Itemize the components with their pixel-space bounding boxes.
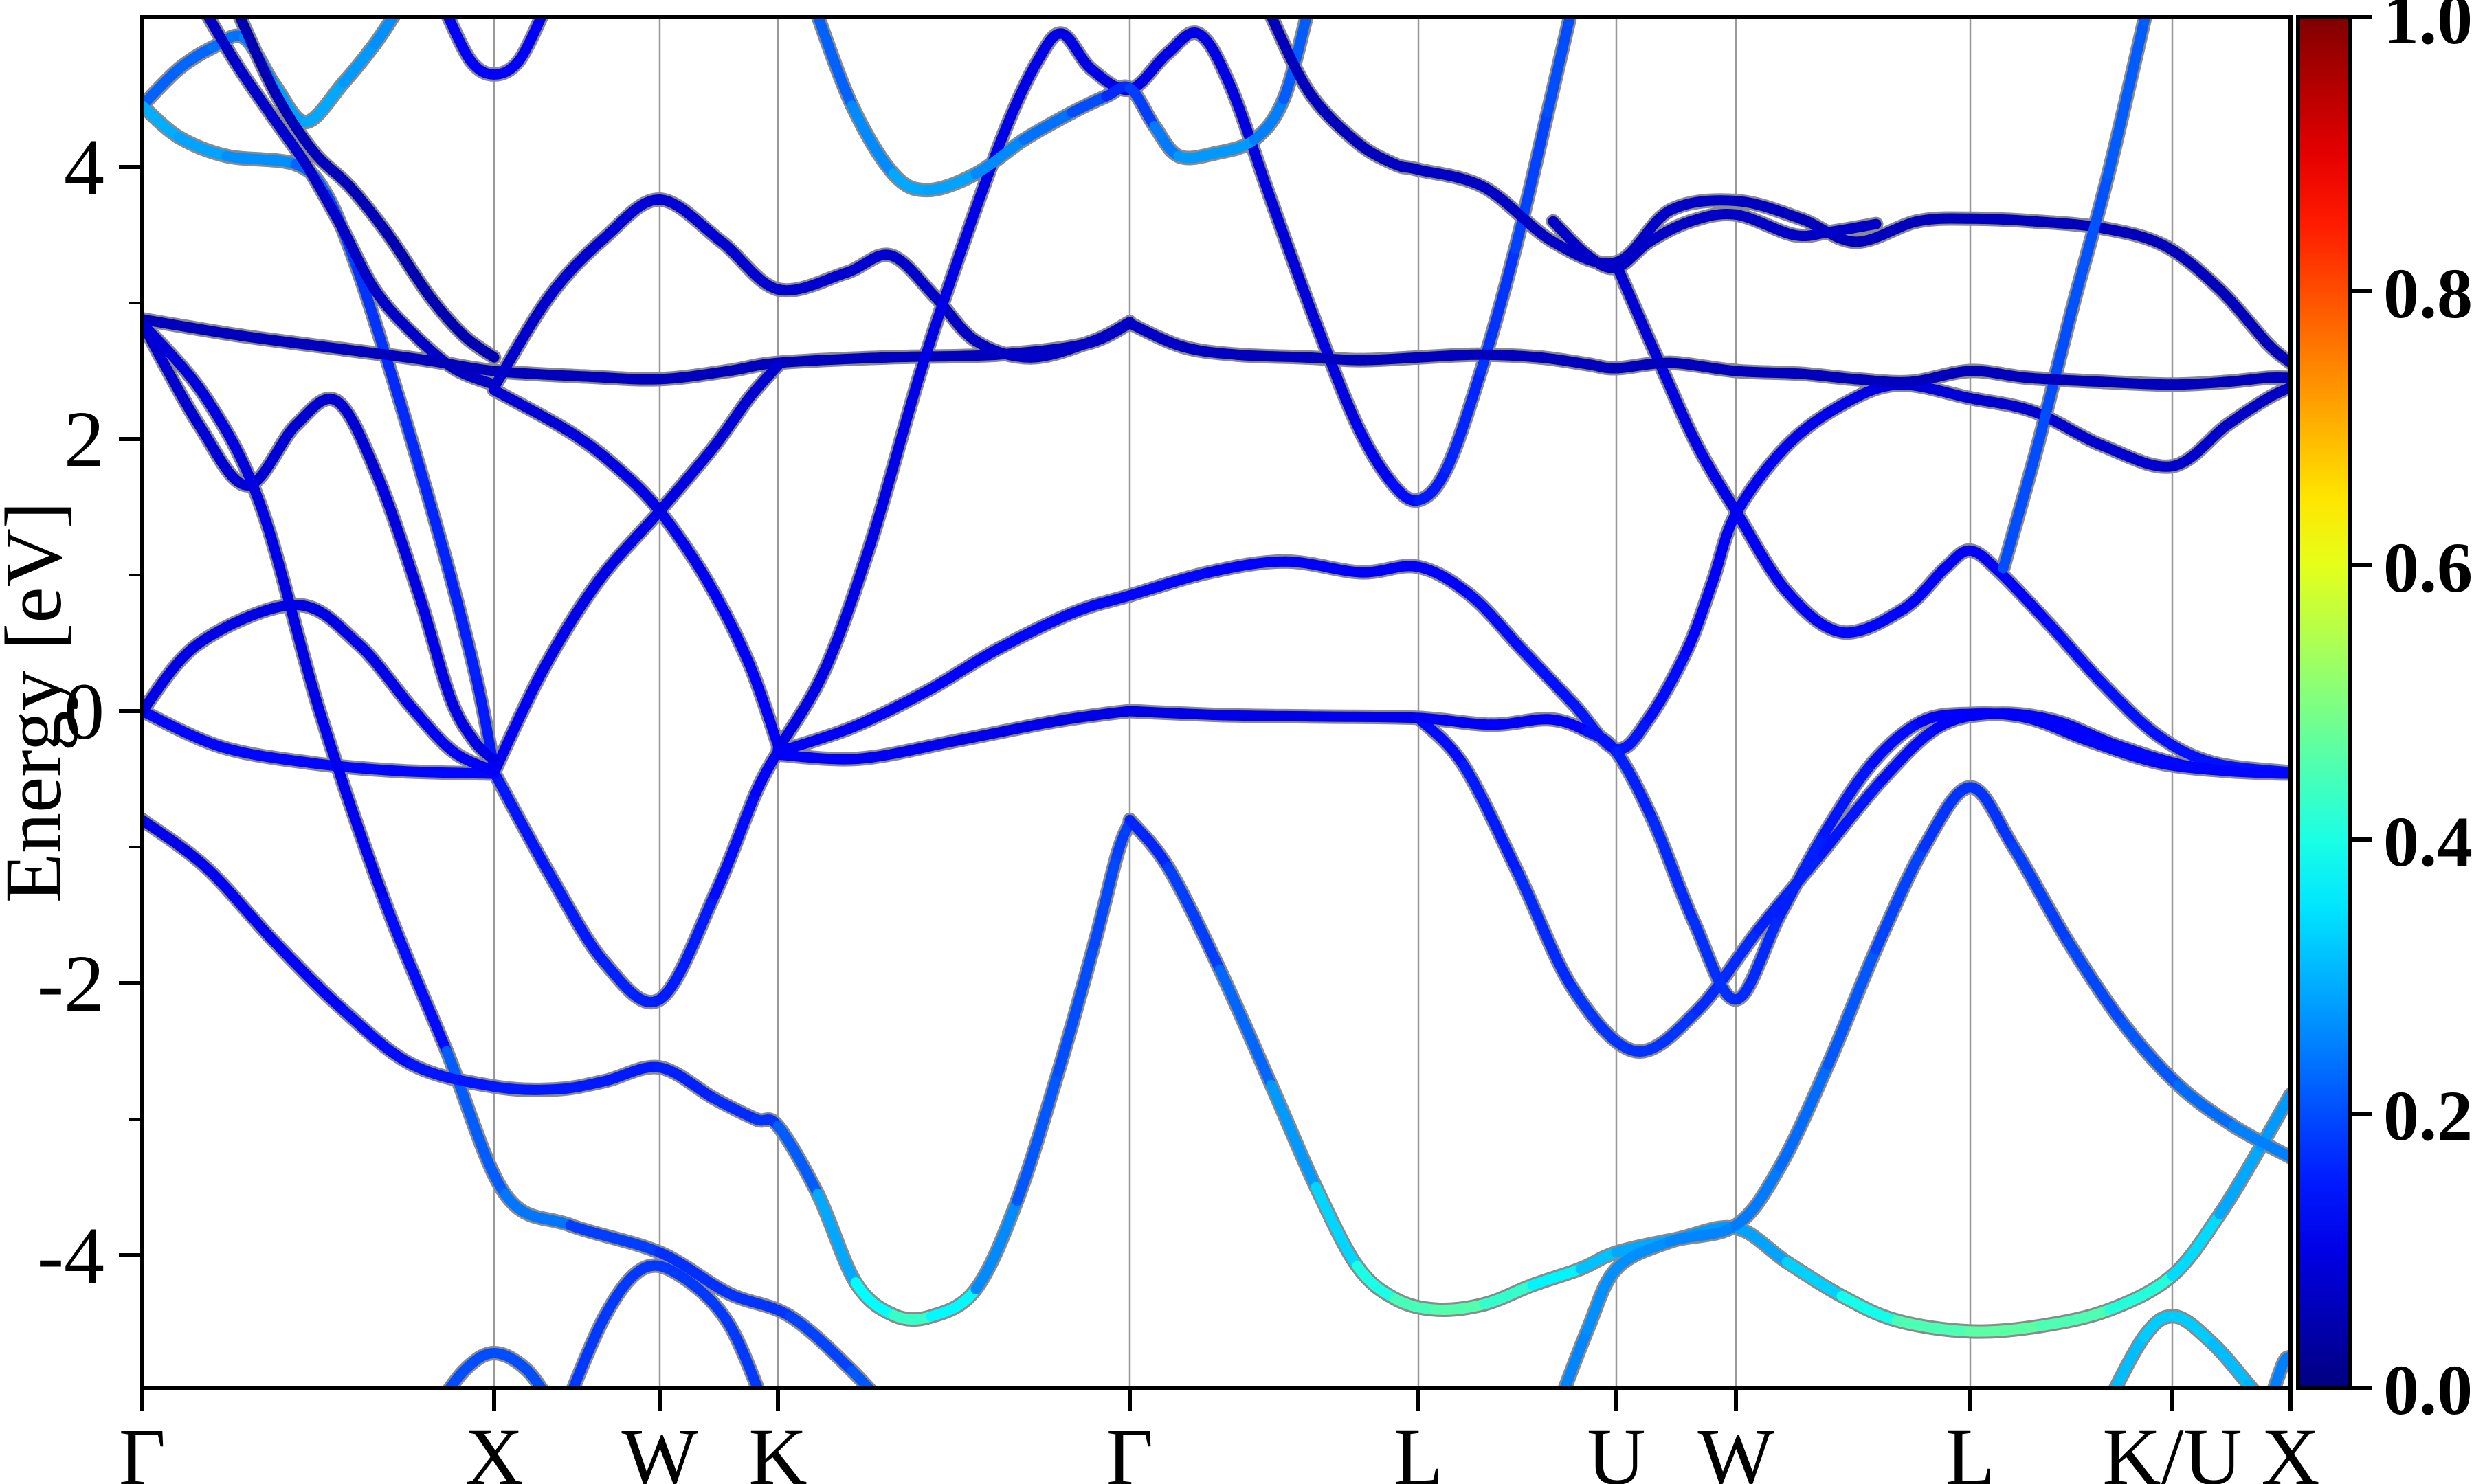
band-outline-x-to-w-up <box>487 358 785 780</box>
band-outline-wavy-mid <box>770 377 2291 759</box>
colorbar-gradient <box>2298 17 2350 1388</box>
kpoint-label-X: X <box>2261 1412 2319 1484</box>
gridlines <box>493 17 2174 1388</box>
band-arch-under-x <box>444 1348 547 1388</box>
band-zigzag-top <box>772 17 1576 754</box>
ytick-label--4: -4 <box>37 1211 104 1301</box>
band-gx-steep-b <box>234 17 500 363</box>
band-long-valence <box>142 814 1135 1325</box>
band-u-cross-descender <box>1611 260 2291 778</box>
bands <box>142 17 2291 1388</box>
kpoint-label-K/U: K/U <box>2102 1412 2242 1484</box>
x-axis-labels: Γ X W K Γ L U W L K/U X <box>119 1412 2320 1484</box>
kpoint-label-K: K <box>748 1412 807 1484</box>
band-u-pinch <box>1548 208 1882 273</box>
band-steep-descender <box>142 318 876 1388</box>
ytick-label-4: 4 <box>64 122 104 212</box>
kpoint-label-Γ: Γ <box>119 1412 166 1484</box>
colorbar-tick-label-0.8: 0.8 <box>2383 254 2473 333</box>
band-x-to-w-up <box>489 360 783 778</box>
band-v-at-w <box>489 746 783 1008</box>
kpoint-label-W: W <box>1697 1412 1774 1484</box>
plot-frame <box>140 15 2293 1390</box>
y-axis-labels: 4 2 0 -2 -4 <box>37 122 104 1301</box>
band-cyan-w-gamma2 <box>812 17 1312 196</box>
ytick-label-0: 0 <box>64 666 104 756</box>
band-gx-steep-a <box>202 17 500 390</box>
band-dipper <box>142 318 500 765</box>
colorbar: 1.0 0.8 0.6 0.4 0.2 0.0 <box>2296 0 2473 1430</box>
colorbar-labels: 1.0 0.8 0.6 0.4 0.2 0.0 <box>2383 0 2473 1430</box>
kpoint-label-U: U <box>1587 1412 1645 1484</box>
kpoint-label-X: X <box>465 1412 523 1484</box>
band-q-riser <box>1559 782 2291 1388</box>
band-arch-ku <box>2110 1311 2258 1388</box>
band-outline-v-at-w <box>487 744 785 1010</box>
kpoint-label-Γ: Γ <box>1106 1412 1153 1484</box>
colorbar-ticks <box>2350 15 2372 1390</box>
band-outline-valley-long <box>1122 812 2291 1339</box>
colorbar-tick-label-0.6: 0.6 <box>2383 528 2473 607</box>
colorbar-tick-label-1.0: 1.0 <box>2383 0 2473 59</box>
y-axis-title: Energy [eV] <box>0 502 78 903</box>
colorbar-tick-label-0.2: 0.2 <box>2383 1077 2473 1156</box>
band-wk-bottom-arc <box>568 1260 764 1388</box>
band-steep-ku <box>1998 17 2151 574</box>
kpoint-label-L: L <box>1946 1412 1995 1484</box>
band-x-top-dip <box>443 17 547 80</box>
band-outline-u-cross-descender <box>1609 258 2291 780</box>
ytick-label-2: 2 <box>64 394 104 484</box>
colorbar-tick-label-0.4: 0.4 <box>2383 802 2473 881</box>
colorbar-tick-label-0.0: 0.0 <box>2383 1351 2473 1430</box>
band-wavy-mid <box>772 379 2291 757</box>
band-x-to-w-down <box>489 385 783 750</box>
kpoint-label-W: W <box>621 1412 698 1484</box>
band-valley-long <box>1124 814 2291 1337</box>
kpoint-label-L: L <box>1394 1412 1443 1484</box>
ytick-label--2: -2 <box>37 938 104 1028</box>
axis-ticks <box>119 165 2293 1411</box>
band-outline-zigzag-top <box>770 17 1578 756</box>
band-zero-flat-right <box>1124 706 2291 1005</box>
band-vb-hump <box>142 600 500 776</box>
colorbar-frame <box>2296 15 2352 1390</box>
band-flat-26-right <box>1124 318 2291 390</box>
